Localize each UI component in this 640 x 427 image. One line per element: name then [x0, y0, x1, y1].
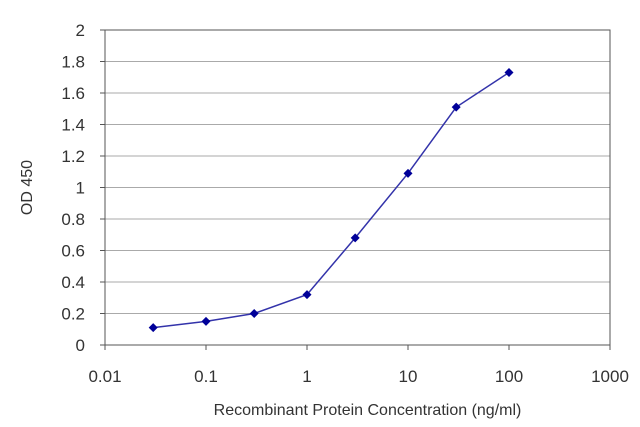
y-tick-label: 0.6 [61, 242, 85, 261]
axis-ticks [100, 29, 611, 350]
x-tick-label: 100 [495, 367, 523, 386]
y-tick-label: 1.2 [61, 147, 85, 166]
y-tick-labels: 0 0.2 0.4 0.6 0.8 1 1.2 1.4 1.6 1.8 2 [61, 21, 85, 355]
x-tick-labels: 0.01 0.1 1 10 100 1000 [88, 367, 628, 386]
data-point [350, 233, 360, 243]
x-tick-label: 0.01 [88, 367, 121, 386]
data-point [302, 290, 312, 300]
data-point [201, 316, 211, 326]
x-tick-label: 10 [399, 367, 418, 386]
gridlines [105, 29, 610, 346]
data-point [451, 102, 461, 112]
y-tick-label: 1.4 [61, 116, 85, 135]
y-axis-label: OD 450 [19, 160, 36, 215]
data-point [148, 323, 158, 333]
x-tick-label: 1 [302, 367, 311, 386]
y-tick-label: 1 [76, 179, 85, 198]
series-line [153, 71, 510, 329]
x-axis-label: Recombinant Protein Concentration (ng/ml… [214, 402, 522, 419]
y-tick-label: 0.8 [61, 210, 85, 229]
x-tick-label: 0.1 [194, 367, 218, 386]
y-tick-label: 2 [76, 21, 85, 40]
y-tick-label: 0 [76, 336, 85, 355]
y-tick-label: 0.4 [61, 273, 85, 292]
data-point [249, 309, 259, 318]
series-group [148, 68, 514, 333]
y-tick-label: 0.2 [61, 305, 85, 324]
data-point [504, 68, 514, 78]
y-tick-label: 1.6 [61, 84, 85, 103]
data-point [403, 168, 413, 178]
y-tick-label: 1.8 [61, 53, 85, 72]
x-tick-label: 1000 [591, 367, 629, 386]
